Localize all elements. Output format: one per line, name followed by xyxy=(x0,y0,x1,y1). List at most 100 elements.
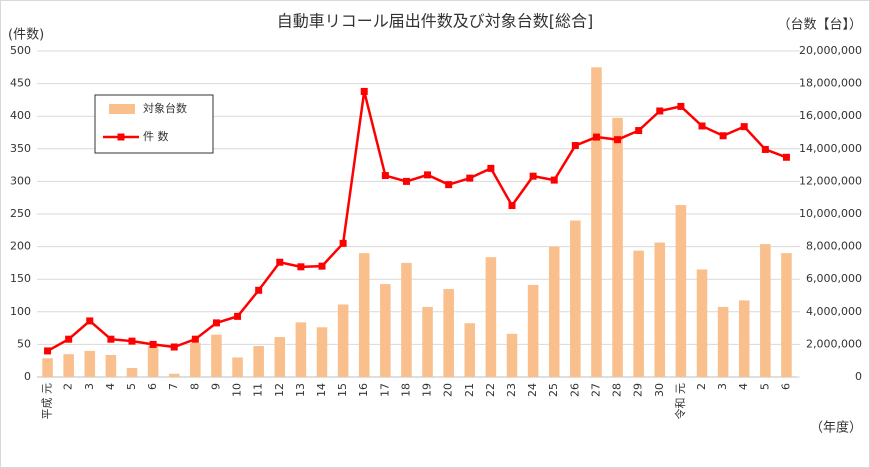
bar xyxy=(548,246,560,377)
marker xyxy=(740,123,748,131)
y2-tick-label: 20,000,000 xyxy=(799,44,862,57)
marker xyxy=(128,337,136,345)
marker xyxy=(339,239,347,247)
bar xyxy=(232,357,243,377)
x-tick-label: 15 xyxy=(336,383,349,397)
bar xyxy=(401,262,412,377)
marker xyxy=(297,263,305,271)
marker xyxy=(698,122,706,130)
bar xyxy=(570,220,581,377)
bar xyxy=(443,288,454,377)
bar xyxy=(485,257,497,377)
y-tick-label: 450 xyxy=(10,77,31,90)
bar xyxy=(274,337,286,377)
bar xyxy=(84,350,96,377)
y-tick-label: 150 xyxy=(10,272,31,285)
legend-label: 件 数 xyxy=(143,130,169,143)
x-tick-label: 18 xyxy=(399,383,412,397)
x-axis-title: （年度） xyxy=(810,420,862,436)
x-tick-label: 19 xyxy=(421,383,434,397)
bar xyxy=(380,284,391,377)
chart-title: 自動車リコール届出件数及び対象台数[総合] xyxy=(277,12,594,31)
bar xyxy=(781,253,792,377)
x-tick-label: 4 xyxy=(104,383,117,390)
x-tick-label: 4 xyxy=(737,383,750,390)
x-tick-label: 22 xyxy=(484,383,497,397)
y-tick-label: 350 xyxy=(10,142,31,155)
marker xyxy=(571,142,579,150)
x-tick-label: 27 xyxy=(589,383,602,397)
x-tick-label: 6 xyxy=(779,383,792,390)
x-tick-label: 2 xyxy=(62,383,75,390)
y2-tick-label: 4,000,000 xyxy=(806,305,862,318)
x-tick-label: 7 xyxy=(167,383,180,390)
y-tick-label: 400 xyxy=(10,109,31,122)
x-tick-label: 5 xyxy=(125,383,138,390)
marker xyxy=(719,132,727,140)
bar xyxy=(63,354,74,377)
marker xyxy=(212,319,220,327)
x-tick-label: 5 xyxy=(758,383,771,390)
y-axis-title: (件数) xyxy=(8,28,44,43)
bar xyxy=(337,304,349,377)
x-tick-label: 23 xyxy=(505,383,518,397)
marker xyxy=(592,133,600,141)
legend-marker xyxy=(117,133,125,141)
bar xyxy=(168,373,180,377)
bar xyxy=(464,323,476,377)
bar xyxy=(696,269,708,377)
y2-tick-label: 2,000,000 xyxy=(806,337,862,350)
y2-tick-label: 18,000,000 xyxy=(799,77,862,90)
y-tick-label: 50 xyxy=(17,337,31,350)
marker xyxy=(424,171,432,179)
x-tick-label: 10 xyxy=(231,383,244,397)
marker xyxy=(782,153,790,161)
bar xyxy=(211,334,222,377)
marker xyxy=(276,258,284,266)
y2-tick-label: 16,000,000 xyxy=(799,109,862,122)
x-tick-label: 12 xyxy=(273,383,286,397)
bar xyxy=(316,327,328,377)
marker xyxy=(255,286,263,294)
x-tick-label: 13 xyxy=(294,383,307,397)
marker xyxy=(360,87,368,95)
y2-tick-label: 6,000,000 xyxy=(806,272,862,285)
bar xyxy=(612,117,623,377)
marker xyxy=(614,136,622,144)
x-tick-label: 25 xyxy=(547,383,560,397)
y2-tick-label: 10,000,000 xyxy=(799,207,862,220)
legend-label: 対象台数 xyxy=(143,101,187,115)
bar xyxy=(717,306,729,377)
marker xyxy=(550,176,558,184)
marker xyxy=(677,102,685,110)
marker xyxy=(487,164,495,172)
marker xyxy=(529,172,537,180)
bar xyxy=(633,250,644,377)
marker xyxy=(381,172,389,180)
y-tick-label: 200 xyxy=(10,240,31,253)
bar xyxy=(190,342,201,377)
x-tick-label: 14 xyxy=(315,383,328,397)
y-tick-label: 500 xyxy=(10,44,31,57)
x-tick-label: 11 xyxy=(252,383,265,397)
y2-tick-label: 14,000,000 xyxy=(799,142,862,155)
x-tick-label: 30 xyxy=(653,383,666,397)
marker xyxy=(234,312,242,320)
marker xyxy=(107,335,115,343)
y2-tick-label: 12,000,000 xyxy=(799,174,862,187)
bar xyxy=(654,242,666,377)
bar xyxy=(126,368,138,377)
legend-swatch xyxy=(109,104,135,114)
bar xyxy=(358,253,370,377)
x-tick-label: 21 xyxy=(463,383,476,397)
bar xyxy=(738,300,750,377)
x-tick-label: 6 xyxy=(146,383,159,390)
y2-tick-label: 0 xyxy=(855,370,862,383)
marker xyxy=(191,335,199,343)
x-tick-label: 29 xyxy=(632,383,645,397)
x-tick-label: 平成 元 xyxy=(41,383,54,420)
marker xyxy=(149,340,157,348)
